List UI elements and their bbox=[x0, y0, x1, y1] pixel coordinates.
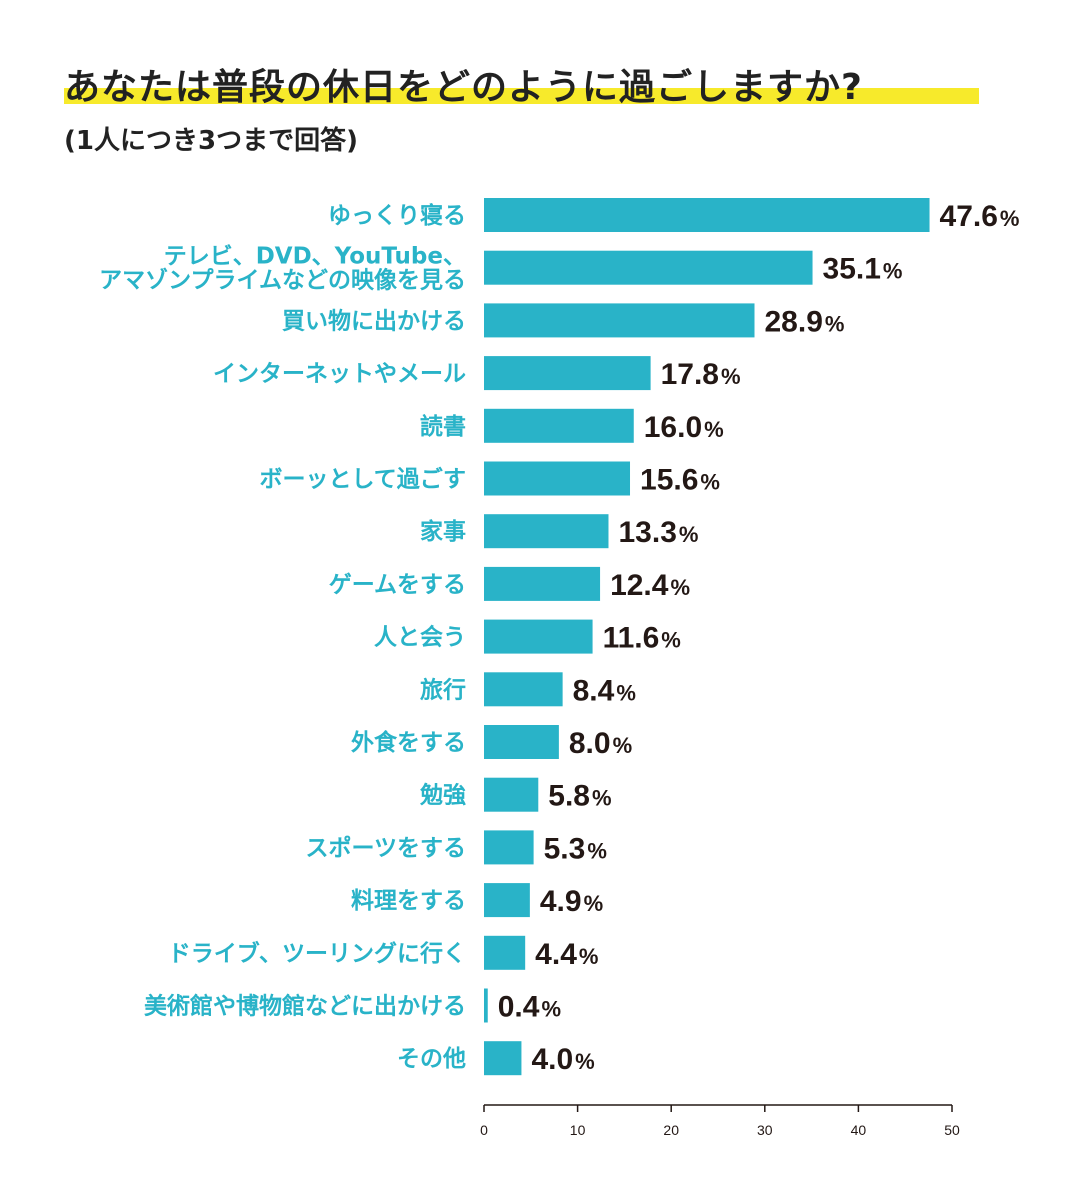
bar bbox=[484, 725, 559, 759]
category-label: テレビ、DVD、YouTube、アマゾンプライムなどの映像を見る bbox=[99, 244, 466, 294]
bar bbox=[484, 1041, 522, 1076]
x-tick-label: 30 bbox=[757, 1122, 773, 1138]
bar bbox=[484, 566, 601, 601]
bar bbox=[484, 988, 488, 1023]
value-label: 8.0% bbox=[569, 727, 632, 760]
value-label: 12.4% bbox=[610, 569, 690, 602]
category-label: ドライブ、ツーリングに行く bbox=[168, 940, 466, 967]
value-label: 13.3% bbox=[618, 516, 698, 549]
category-label: 料理をする bbox=[351, 888, 466, 914]
chart-title: あなたは普段の休日をどのように過ごしますか? bbox=[64, 67, 863, 108]
value-label: 8.4% bbox=[573, 674, 636, 707]
category-label: 人と会う bbox=[374, 624, 466, 651]
category-label: スポーツをする bbox=[305, 834, 466, 861]
value-label: 28.9% bbox=[765, 305, 845, 338]
x-tick-label: 0 bbox=[480, 1122, 488, 1138]
bar bbox=[484, 408, 634, 443]
bar bbox=[484, 250, 813, 285]
bar bbox=[484, 514, 609, 549]
bar bbox=[484, 883, 530, 918]
value-label: 4.9% bbox=[540, 885, 603, 918]
value-label: 11.6% bbox=[603, 622, 681, 655]
value-label: 4.0% bbox=[531, 1043, 594, 1076]
category-label: ボーッとして過ごす bbox=[259, 466, 466, 493]
category-label: インターネットやメール bbox=[213, 361, 466, 387]
value-label: 47.6% bbox=[940, 200, 1020, 233]
x-tick-label: 10 bbox=[570, 1122, 586, 1138]
bar bbox=[484, 830, 534, 865]
x-tick-label: 50 bbox=[944, 1122, 960, 1138]
x-tick-label: 40 bbox=[851, 1122, 867, 1138]
bar bbox=[484, 356, 651, 391]
category-label: 勉強 bbox=[419, 782, 466, 809]
value-label: 15.6% bbox=[640, 464, 720, 497]
title-highlight bbox=[64, 88, 979, 104]
bar bbox=[484, 672, 563, 707]
category-label: 美術館や博物館などに出かける bbox=[144, 993, 466, 1020]
category-label: ゆっくり寝る bbox=[328, 202, 466, 229]
bar bbox=[484, 461, 631, 496]
value-label: 5.8% bbox=[548, 780, 611, 813]
category-label: 旅行 bbox=[420, 676, 466, 703]
value-label: 0.4% bbox=[498, 991, 561, 1024]
bar bbox=[484, 303, 755, 338]
bar bbox=[484, 198, 930, 232]
category-label: 読書 bbox=[420, 413, 466, 440]
bar bbox=[484, 777, 539, 812]
category-label: 家事 bbox=[420, 518, 466, 545]
title-block: あなたは普段の休日をどのように過ごしますか? bbox=[64, 58, 979, 110]
bar bbox=[484, 935, 526, 970]
category-label: その他 bbox=[397, 1046, 466, 1072]
category-label: 外食をする bbox=[351, 729, 466, 756]
value-label: 16.0% bbox=[644, 411, 724, 444]
value-label: 35.1% bbox=[823, 253, 903, 286]
chart-subtitle: (1人につき3つまで回答) bbox=[64, 126, 358, 156]
value-label: 17.8% bbox=[661, 358, 741, 391]
category-label: ゲームをする bbox=[329, 572, 466, 598]
bar bbox=[484, 619, 593, 654]
x-tick-label: 20 bbox=[663, 1122, 679, 1138]
category-label: 買い物に出かける bbox=[282, 307, 466, 334]
value-label: 5.3% bbox=[544, 832, 607, 865]
value-label: 4.4% bbox=[535, 938, 598, 971]
